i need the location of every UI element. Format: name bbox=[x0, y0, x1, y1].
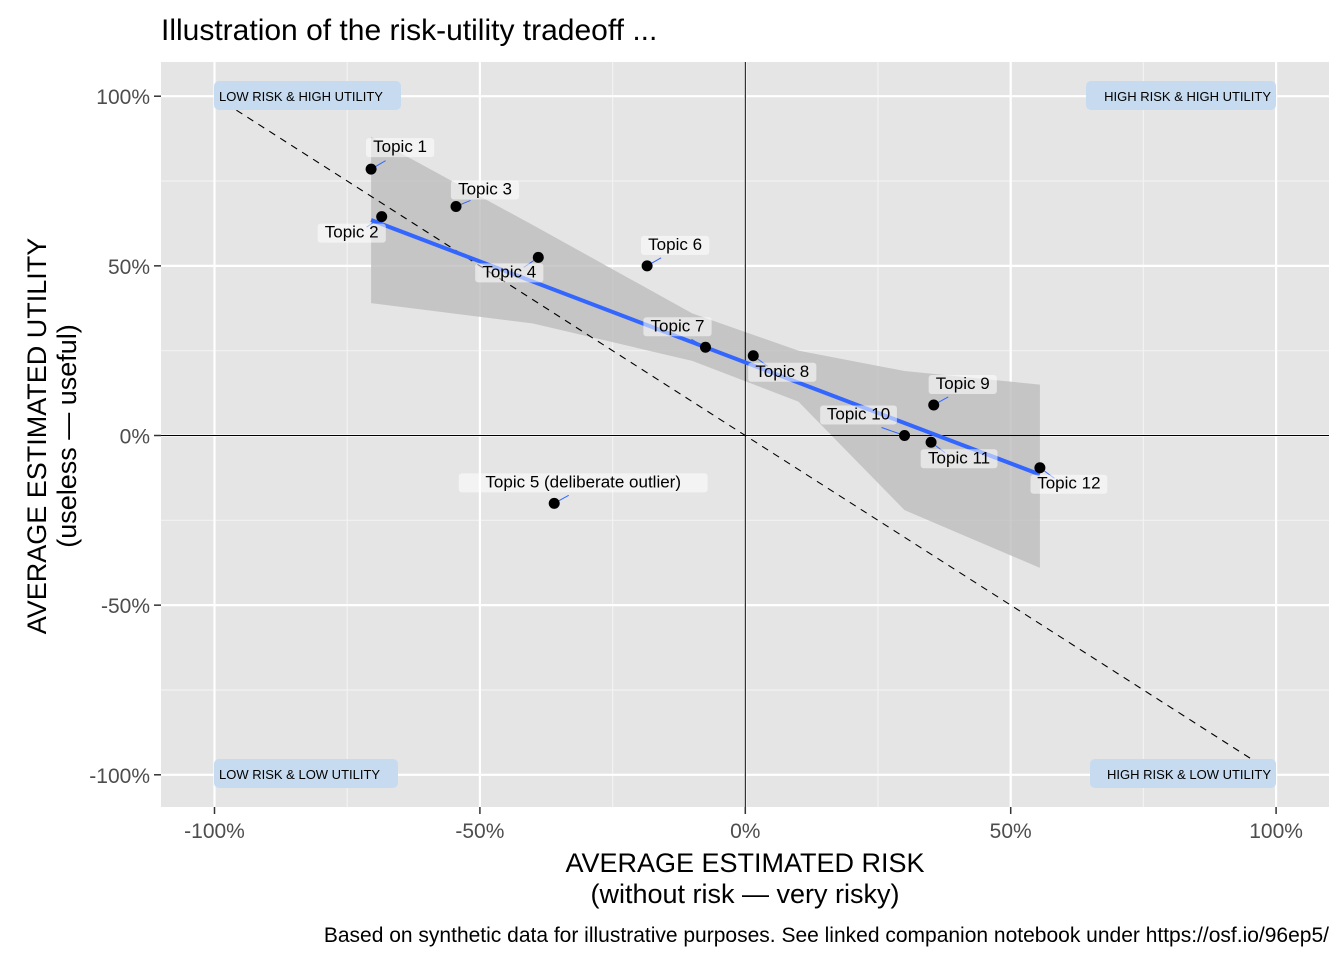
point-label: Topic 5 (deliberate outlier) bbox=[485, 472, 681, 491]
point-label-bg bbox=[475, 263, 544, 283]
y-tick-label: -50% bbox=[101, 595, 150, 618]
quadrant-label-box bbox=[1090, 759, 1276, 788]
point-label: Topic 9 bbox=[936, 374, 990, 393]
data-points bbox=[365, 163, 1046, 509]
data-point bbox=[747, 350, 759, 362]
data-point bbox=[365, 163, 377, 175]
point-label-bg bbox=[748, 362, 817, 382]
point-label-bg bbox=[458, 473, 708, 493]
quadrant-label-box bbox=[214, 81, 401, 110]
y-axis-title: AVERAGE ESTIMATED UTILITY bbox=[22, 238, 52, 635]
point-label: Topic 2 bbox=[325, 223, 379, 242]
data-point bbox=[450, 200, 462, 212]
point-label-bg bbox=[928, 374, 997, 394]
point-label: Topic 6 bbox=[648, 235, 702, 254]
x-axis-subtitle: (without risk — very risky) bbox=[590, 879, 899, 909]
y-axis-ticks: 100% 50% 0% -50% -100% bbox=[89, 86, 161, 788]
data-point bbox=[548, 497, 560, 509]
point-label: Topic 8 bbox=[755, 362, 809, 381]
point-label: Topic 10 bbox=[827, 405, 890, 424]
data-point bbox=[376, 211, 388, 223]
quadrant-label-bottom-right: HIGH RISK & LOW UTILITY bbox=[1107, 767, 1271, 782]
x-tick-label: 100% bbox=[1249, 820, 1303, 843]
point-label-bg bbox=[365, 138, 435, 158]
point-label-bg bbox=[641, 235, 710, 255]
x-tick-label: -50% bbox=[455, 820, 504, 843]
data-point bbox=[532, 251, 544, 263]
quadrant-label-top-right: HIGH RISK & HIGH UTILITY bbox=[1104, 89, 1271, 104]
data-point bbox=[699, 341, 711, 353]
y-axis-subtitle: (useless — useful) bbox=[52, 324, 82, 548]
quadrant-label-top-left: LOW RISK & HIGH UTILITY bbox=[219, 89, 383, 104]
chart-title: Illustration of the risk-utility tradeof… bbox=[161, 14, 657, 47]
point-label-bg bbox=[643, 317, 712, 337]
data-point bbox=[641, 260, 653, 272]
point-label: Topic 7 bbox=[651, 316, 705, 335]
point-label-bg bbox=[920, 449, 998, 469]
data-point bbox=[925, 436, 937, 448]
data-point bbox=[928, 399, 940, 411]
x-axis-ticks: -100% -50% 0% 50% 100% bbox=[184, 807, 1303, 843]
data-point bbox=[899, 430, 911, 441]
point-label: Topic 1 bbox=[373, 137, 427, 156]
point-label: Topic 12 bbox=[1037, 474, 1100, 493]
point-label-bg bbox=[820, 405, 897, 425]
point-label: Topic 3 bbox=[458, 179, 512, 198]
point-label-bg bbox=[317, 223, 386, 243]
point-labels: Topic 1 Topic 2 Topic 3 Topic 4 Topic 5 (del… bbox=[317, 137, 1108, 494]
y-tick-label: 100% bbox=[96, 86, 150, 109]
x-tick-label: 50% bbox=[990, 820, 1032, 843]
y-tick-label: -100% bbox=[89, 765, 150, 788]
x-tick-label: -100% bbox=[184, 820, 245, 843]
quadrant-labels: LOW RISK & HIGH UTILITY HIGH RISK & HIGH … bbox=[214, 81, 1276, 788]
point-label-bg bbox=[1030, 474, 1108, 494]
point-label-bg bbox=[450, 180, 520, 200]
data-point bbox=[1034, 462, 1046, 474]
y-tick-label: 0% bbox=[120, 426, 150, 449]
point-label: Topic 11 bbox=[928, 448, 990, 467]
quadrant-label-bottom-left: LOW RISK & LOW UTILITY bbox=[219, 767, 380, 782]
x-axis-title: AVERAGE ESTIMATED RISK bbox=[565, 848, 924, 878]
y-tick-label: 50% bbox=[108, 256, 150, 279]
x-tick-label: 0% bbox=[730, 820, 760, 843]
point-label: Topic 4 bbox=[482, 262, 536, 281]
chart-caption: Based on synthetic data for illustrative… bbox=[324, 924, 1329, 947]
quadrant-label-box bbox=[214, 759, 398, 788]
quadrant-label-box bbox=[1086, 81, 1276, 110]
